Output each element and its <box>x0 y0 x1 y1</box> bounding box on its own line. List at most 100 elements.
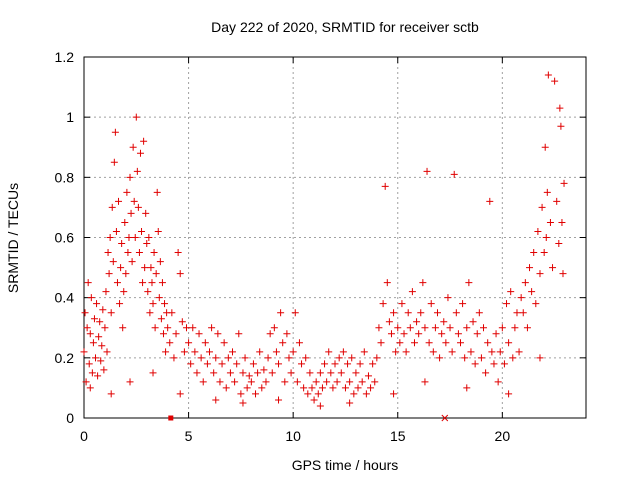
data-point <box>90 315 98 323</box>
data-point <box>252 390 260 398</box>
data-point <box>530 249 538 257</box>
data-point <box>174 249 182 257</box>
data-point <box>404 309 412 317</box>
data-point <box>110 158 118 166</box>
data-point <box>112 227 120 235</box>
data-point <box>126 173 134 181</box>
data-point <box>346 399 354 407</box>
data-point <box>551 77 559 85</box>
data-point <box>180 348 188 356</box>
data-point <box>383 279 391 287</box>
x-axis-label: GPS time / hours <box>292 457 399 473</box>
data-point <box>560 179 568 187</box>
data-point <box>402 348 410 356</box>
data-point <box>80 348 88 356</box>
data-point <box>358 378 366 386</box>
data-point <box>532 300 540 308</box>
y-axis-label: SRMTID / TECUs <box>5 183 21 293</box>
data-point <box>149 369 157 377</box>
data-point <box>199 378 207 386</box>
data-point <box>310 396 318 404</box>
data-point <box>189 324 197 332</box>
data-point <box>381 182 389 190</box>
data-point <box>362 390 370 398</box>
data-point <box>318 384 326 392</box>
data-point <box>130 197 138 205</box>
data-point <box>241 354 249 362</box>
data-point <box>145 234 153 241</box>
data-point <box>390 309 398 317</box>
data-point <box>86 330 94 338</box>
data-point <box>201 339 209 347</box>
data-point <box>480 324 488 332</box>
data-point <box>390 390 398 398</box>
data-point <box>308 384 316 392</box>
data-points <box>80 71 568 422</box>
data-point <box>125 234 133 241</box>
data-point <box>231 378 239 386</box>
y-tick-label: 1 <box>66 109 74 125</box>
data-point <box>122 270 130 278</box>
data-point <box>304 390 312 398</box>
data-point <box>517 294 525 302</box>
y-tick-label: 0.6 <box>55 230 75 246</box>
y-tick-label: 0.8 <box>55 169 75 185</box>
data-point <box>543 188 551 196</box>
data-point <box>136 149 144 157</box>
data-point <box>507 288 515 296</box>
data-point <box>157 315 165 323</box>
data-point <box>104 249 112 257</box>
data-point <box>97 357 105 365</box>
data-point <box>438 330 446 338</box>
data-point <box>289 348 297 356</box>
data-point <box>475 309 483 317</box>
data-point <box>526 264 534 272</box>
data-point <box>421 324 429 332</box>
data-point <box>423 167 431 175</box>
data-point <box>436 354 444 362</box>
data-point <box>195 330 203 338</box>
y-tick-label: 0.4 <box>55 290 75 306</box>
data-point <box>427 300 435 308</box>
data-point <box>96 318 104 326</box>
data-point <box>350 390 358 398</box>
data-point <box>452 309 460 317</box>
data-point <box>440 318 448 326</box>
data-point <box>521 279 529 287</box>
data-point <box>105 270 113 278</box>
data-point <box>203 360 211 368</box>
data-point <box>463 324 471 332</box>
data-point <box>239 399 247 407</box>
data-point <box>133 167 141 175</box>
data-point <box>208 324 216 332</box>
data-point <box>151 324 159 332</box>
data-point <box>498 324 506 332</box>
data-point <box>312 378 320 386</box>
data-point <box>488 348 496 356</box>
data-point <box>107 390 115 398</box>
data-point <box>379 300 387 308</box>
data-point <box>387 330 395 338</box>
data-point <box>143 240 151 248</box>
data-point <box>258 384 266 392</box>
chart-title: Day 222 of 2020, SRMTID for receiver sct… <box>211 19 479 35</box>
data-point <box>147 264 155 272</box>
data-point <box>262 378 270 386</box>
data-point <box>141 264 149 272</box>
data-point <box>129 143 137 151</box>
data-point <box>210 369 218 377</box>
data-point <box>120 288 128 296</box>
data-point <box>536 270 544 278</box>
data-point <box>360 348 368 356</box>
special-marker-cross <box>441 414 449 422</box>
data-point <box>553 197 561 205</box>
data-point <box>511 324 519 332</box>
data-point <box>419 279 427 287</box>
data-point <box>536 354 544 362</box>
data-point <box>229 348 237 356</box>
data-point <box>111 128 119 136</box>
data-point <box>99 306 107 314</box>
data-point <box>89 339 97 347</box>
data-point <box>108 203 116 211</box>
